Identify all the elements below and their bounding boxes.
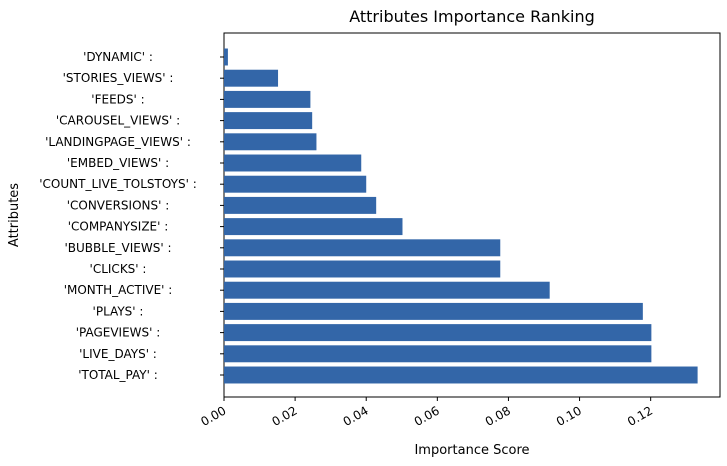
bar <box>224 133 317 151</box>
bar <box>224 239 501 257</box>
bar <box>224 196 377 214</box>
bar <box>224 281 550 299</box>
y-tick-label: 'COMPANYSIZE' : <box>68 220 169 234</box>
bar <box>224 260 501 278</box>
y-tick-label: 'LIVE_DAYS' : <box>79 347 157 361</box>
x-tick-label: 0.10 <box>554 403 584 428</box>
y-tick-label: 'MONTH_ACTIVE' : <box>64 283 173 297</box>
y-tick-label: 'CAROUSEL_VIEWS' : <box>56 114 180 128</box>
bar <box>224 302 643 320</box>
y-tick-label: 'COUNT_LIVE_TOLSTOYS' : <box>39 177 197 191</box>
y-tick-label: 'LANDINGPAGE_VIEWS' : <box>45 135 191 149</box>
plot-frame <box>223 32 721 398</box>
x-tick-label: 0.04 <box>341 403 371 428</box>
x-tick-label: 0.06 <box>412 403 442 428</box>
plot-area <box>223 32 721 398</box>
x-axis-ticks: 0.00 0.02 0.04 0.06 0.08 0.10 0.12 <box>198 397 655 429</box>
bars-group <box>224 48 698 384</box>
y-tick-label: 'CONVERSIONS' : <box>67 198 170 212</box>
bar <box>224 112 313 130</box>
bar <box>224 69 279 87</box>
y-tick-label: 'STORIES_VIEWS' : <box>63 71 174 85</box>
x-tick-label: 0.08 <box>483 403 513 428</box>
chart-title: Attributes Importance Ranking <box>349 7 595 26</box>
y-tick-label: 'PAGEVIEWS' : <box>76 326 161 340</box>
bar <box>224 366 698 384</box>
x-tick-label: 0.02 <box>269 403 299 428</box>
y-tick-label: 'EMBED_VIEWS' : <box>67 156 169 170</box>
x-axis-label: Importance Score <box>414 443 529 458</box>
y-tick-label: 'TOTAL_PAY' : <box>78 368 158 382</box>
bar <box>224 218 403 236</box>
y-tick-label: 'CLICKS' : <box>90 262 147 276</box>
y-axis-ticks: 'TOTAL_PAY' : 'LIVE_DAYS' : 'PAGEVIEWS' : '… <box>39 50 224 382</box>
bar <box>224 154 362 172</box>
bar <box>224 324 652 342</box>
y-tick-label: 'FEEDS' : <box>91 92 144 106</box>
x-tick-label: 0.12 <box>625 403 655 428</box>
bar <box>224 48 228 66</box>
bar <box>224 345 652 363</box>
bar <box>224 175 367 193</box>
y-tick-label: 'DYNAMIC' : <box>83 50 153 64</box>
bar <box>224 90 311 108</box>
y-axis-label: Attributes <box>7 183 22 247</box>
x-tick-label: 0.00 <box>198 403 228 428</box>
y-tick-label: 'PLAYS' : <box>93 304 144 318</box>
y-tick-label: 'BUBBLE_VIEWS' : <box>64 241 171 255</box>
